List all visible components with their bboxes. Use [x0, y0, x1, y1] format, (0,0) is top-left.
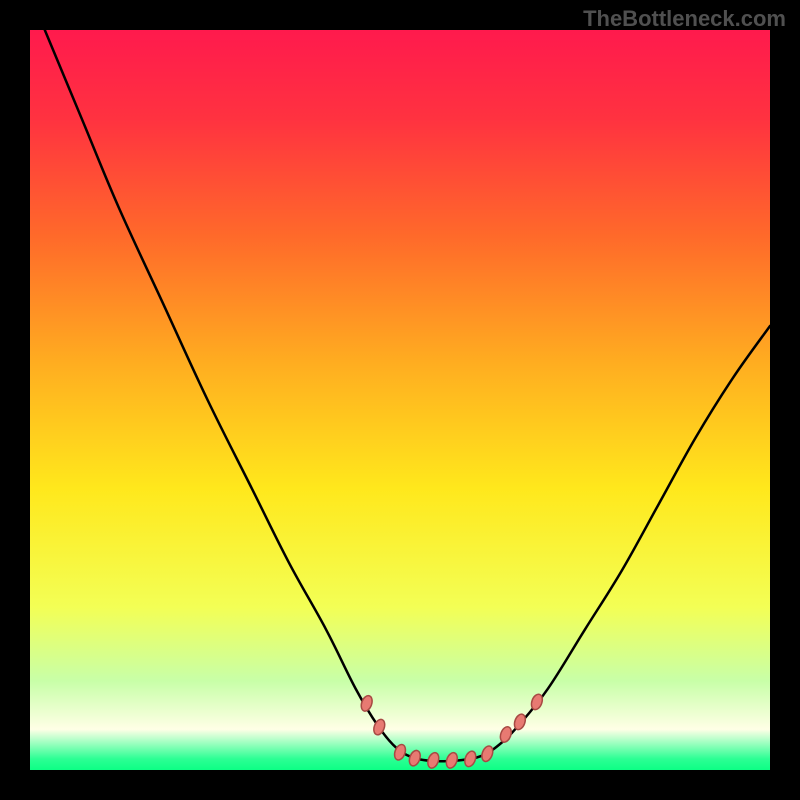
plot-background: [30, 30, 770, 770]
bottleneck-chart: TheBottleneck.com: [0, 0, 800, 800]
chart-svg: [0, 0, 800, 800]
